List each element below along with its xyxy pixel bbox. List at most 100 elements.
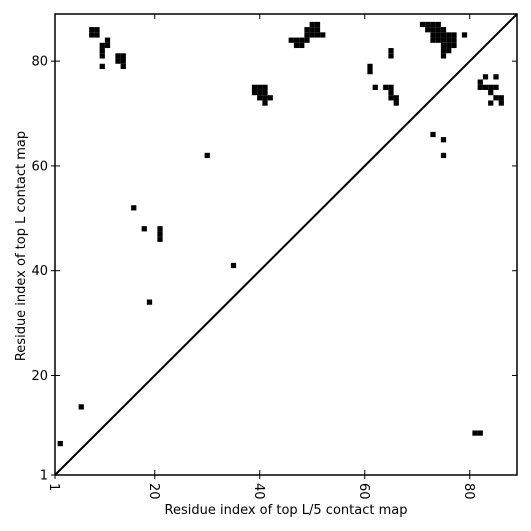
contact-cell xyxy=(230,262,237,269)
contact-cell xyxy=(367,63,373,70)
contact-cell xyxy=(157,236,163,242)
contact-cell xyxy=(430,32,436,38)
contact-cell xyxy=(299,42,305,49)
contact-cell xyxy=(440,152,447,159)
contact-cell xyxy=(293,42,300,49)
contact-cell xyxy=(461,32,468,38)
contact-cell xyxy=(493,84,499,90)
contact-cell xyxy=(440,37,447,43)
contact-cell xyxy=(425,21,431,28)
contact-cell xyxy=(251,84,258,90)
contact-cell xyxy=(388,89,394,96)
contact-cell xyxy=(309,27,315,33)
contact-cell xyxy=(99,53,105,59)
contact-cell xyxy=(498,95,504,101)
contact-cell xyxy=(115,53,121,59)
contact-cell xyxy=(94,27,100,33)
contact-cell xyxy=(120,58,126,64)
x-tick-labels: 1 20 40 60 80 xyxy=(46,483,476,500)
contact-cell xyxy=(451,37,457,43)
contact-cell xyxy=(104,37,111,43)
contact-cell xyxy=(488,89,494,96)
contact-cell xyxy=(383,84,389,90)
y-tick-label: 20 xyxy=(31,369,48,384)
contact-cell xyxy=(477,79,483,85)
contact-cell xyxy=(440,32,447,38)
contact-cell xyxy=(131,205,137,211)
contact-cell xyxy=(262,95,268,101)
contact-cell xyxy=(146,299,153,305)
contact-cell xyxy=(393,95,399,101)
y-tick-labels: 1 20 40 60 80 xyxy=(31,55,48,484)
contact-cell xyxy=(304,27,310,33)
contact-cell xyxy=(372,84,378,90)
contact-cell xyxy=(157,231,163,237)
contact-cell xyxy=(309,32,315,38)
x-tick-label: 60 xyxy=(356,483,371,500)
contact-cell xyxy=(430,21,436,28)
contact-cell xyxy=(472,430,478,436)
contact-cell xyxy=(78,404,84,410)
contact-cell xyxy=(309,21,315,28)
contact-cell xyxy=(257,95,263,101)
contact-cell xyxy=(488,84,494,90)
contact-cell xyxy=(314,32,321,38)
contact-cell xyxy=(388,48,394,54)
contact-cell xyxy=(388,84,394,90)
contact-cell xyxy=(435,32,441,38)
x-tick-label: 20 xyxy=(146,483,161,500)
contact-cells xyxy=(57,21,504,447)
plot-frame xyxy=(54,13,518,476)
contact-cell xyxy=(204,152,210,159)
contact-cell xyxy=(299,37,305,43)
contact-cell xyxy=(440,48,447,54)
contact-cell xyxy=(393,100,399,106)
contact-cell xyxy=(430,27,436,33)
contact-cell xyxy=(141,226,147,232)
contact-cell xyxy=(89,32,95,38)
contact-cell xyxy=(482,84,489,90)
contact-cell xyxy=(446,37,452,43)
contact-cell xyxy=(367,69,373,75)
contact-cell xyxy=(388,95,394,101)
contact-cell xyxy=(304,32,310,38)
contact-cell xyxy=(451,42,457,49)
x-tick-label: 40 xyxy=(251,483,266,500)
contact-cell xyxy=(446,42,452,49)
contact-cell xyxy=(288,37,294,43)
contact-cell xyxy=(57,440,63,447)
contact-cell xyxy=(425,27,431,33)
contact-cell xyxy=(262,100,268,106)
contact-cell xyxy=(493,74,499,80)
contact-cell xyxy=(120,53,126,59)
contact-cell xyxy=(262,89,268,96)
x-tick-label: 80 xyxy=(461,483,476,500)
contact-cell xyxy=(94,32,100,38)
contact-cell xyxy=(257,89,263,96)
x-tick-label: 1 xyxy=(46,483,61,491)
contact-cell xyxy=(314,21,321,28)
contact-cell xyxy=(304,37,310,43)
contact-cell xyxy=(99,63,105,70)
contact-cell xyxy=(477,84,483,90)
contact-cell xyxy=(115,58,121,64)
y-tick-label: 40 xyxy=(31,264,48,279)
contact-cell xyxy=(446,32,452,38)
contact-cell xyxy=(440,137,447,143)
contact-cell xyxy=(430,37,436,43)
x-axis-label: Residue index of top L/5 contact map xyxy=(165,503,408,518)
contact-cell xyxy=(104,42,111,49)
contact-cell xyxy=(488,100,494,106)
contact-cell xyxy=(482,74,489,80)
contact-cell xyxy=(435,27,441,33)
y-tick-label: 60 xyxy=(31,159,48,174)
contact-cell xyxy=(435,37,441,43)
contact-cell xyxy=(440,53,447,59)
contact-cell xyxy=(320,32,326,38)
contact-cell xyxy=(251,89,258,96)
y-tick-label: 1 xyxy=(40,469,48,484)
contact-cell xyxy=(435,21,441,28)
contact-cell xyxy=(451,32,457,38)
contact-cell xyxy=(267,95,273,101)
